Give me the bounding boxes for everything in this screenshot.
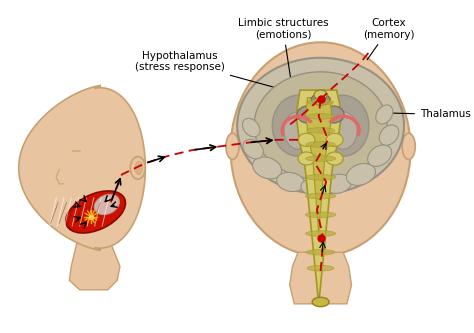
Ellipse shape [66, 191, 126, 233]
Text: Limbic structures
(emotions): Limbic structures (emotions) [238, 18, 328, 125]
Ellipse shape [326, 152, 343, 165]
Ellipse shape [317, 95, 369, 156]
Ellipse shape [307, 114, 334, 119]
Polygon shape [296, 90, 341, 304]
Ellipse shape [307, 249, 335, 255]
Ellipse shape [323, 106, 344, 123]
Ellipse shape [311, 94, 330, 105]
Ellipse shape [312, 297, 329, 307]
Ellipse shape [305, 212, 336, 217]
Ellipse shape [314, 90, 327, 100]
Ellipse shape [306, 231, 336, 236]
Ellipse shape [237, 58, 404, 194]
Ellipse shape [298, 152, 315, 165]
Ellipse shape [326, 133, 343, 146]
Polygon shape [19, 86, 146, 250]
Ellipse shape [284, 112, 312, 149]
Ellipse shape [308, 100, 333, 105]
Ellipse shape [226, 133, 239, 160]
Ellipse shape [306, 142, 336, 147]
Ellipse shape [307, 128, 335, 133]
Ellipse shape [324, 174, 351, 193]
Ellipse shape [231, 42, 410, 256]
Ellipse shape [368, 145, 392, 166]
Ellipse shape [305, 193, 336, 199]
Ellipse shape [253, 157, 282, 179]
Ellipse shape [307, 265, 334, 271]
Polygon shape [290, 252, 352, 304]
Ellipse shape [305, 156, 336, 162]
Ellipse shape [297, 106, 318, 123]
Text: Cortex
(memory): Cortex (memory) [363, 18, 415, 60]
Ellipse shape [376, 105, 393, 124]
Ellipse shape [135, 162, 143, 174]
Ellipse shape [243, 118, 260, 137]
Ellipse shape [130, 157, 146, 179]
Ellipse shape [305, 174, 336, 180]
Ellipse shape [329, 112, 357, 149]
Ellipse shape [379, 125, 399, 145]
Ellipse shape [315, 105, 326, 131]
Ellipse shape [298, 133, 315, 146]
Text: Thalamus: Thalamus [338, 110, 471, 120]
Polygon shape [306, 98, 332, 233]
Ellipse shape [243, 140, 263, 159]
Ellipse shape [94, 194, 119, 214]
Ellipse shape [277, 172, 304, 191]
Ellipse shape [301, 178, 327, 195]
Ellipse shape [346, 164, 375, 185]
Ellipse shape [273, 95, 324, 156]
Ellipse shape [254, 72, 387, 179]
Text: Hypothalamus
(stress response): Hypothalamus (stress response) [135, 51, 316, 99]
Polygon shape [69, 243, 120, 290]
Ellipse shape [402, 133, 415, 160]
